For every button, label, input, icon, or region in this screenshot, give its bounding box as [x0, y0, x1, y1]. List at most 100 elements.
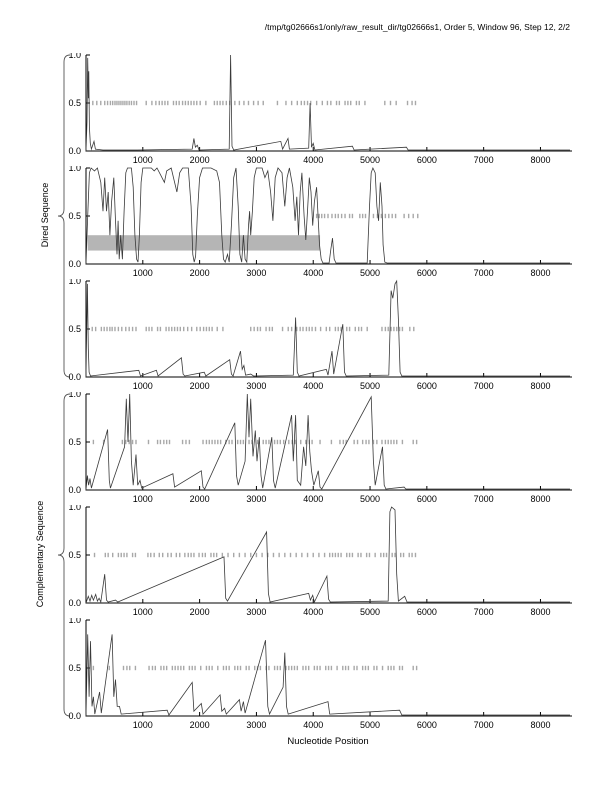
feature-mark [135, 326, 137, 332]
x-tick-label: 8000 [530, 720, 550, 730]
feature-mark [200, 665, 202, 671]
feature-mark [342, 439, 345, 445]
feature-mark [208, 665, 210, 671]
feature-mark [236, 665, 239, 671]
x-tick-label: 3000 [246, 494, 266, 504]
y-tick-label: 0.5 [68, 550, 81, 560]
feature-mark [276, 100, 279, 106]
feature-mark [337, 213, 339, 219]
feature-mark [199, 100, 201, 106]
x-tick-label: 5000 [360, 607, 380, 617]
y-tick-label: 0.0 [68, 372, 81, 382]
feature-mark [172, 100, 175, 106]
probability-trace [85, 54, 570, 152]
feature-mark [303, 100, 306, 106]
probability-trace [85, 634, 570, 717]
axes [85, 281, 572, 378]
feature-mark [236, 439, 239, 445]
feature-mark [111, 552, 114, 558]
feature-mark [156, 326, 159, 332]
feature-mark [165, 665, 168, 671]
feature-mark [408, 552, 410, 558]
x-tick-label: 8000 [530, 494, 550, 504]
feature-mark [126, 552, 128, 558]
feature-mark [296, 326, 298, 332]
feature-mark [387, 665, 389, 671]
feature-mark [255, 552, 258, 558]
feature-mark [407, 213, 410, 219]
feature-mark [161, 100, 163, 106]
feature-mark [338, 100, 341, 106]
feature-mark [296, 100, 299, 106]
feature-mark [232, 552, 235, 558]
feature-mark [417, 213, 419, 219]
feature-mark [387, 326, 389, 332]
feature-mark [309, 100, 312, 106]
feature-mark [154, 665, 157, 671]
y-tick-label: 1.0 [68, 618, 81, 625]
feature-mark [354, 326, 356, 332]
feature-mark [231, 439, 233, 445]
feature-mark [106, 100, 109, 106]
feature-mark [120, 552, 122, 558]
feature-mark [276, 439, 279, 445]
feature-mark [238, 552, 241, 558]
feature-mark [94, 326, 97, 332]
feature-mark [390, 439, 392, 445]
feature-mark [302, 326, 304, 332]
feature-mark [214, 439, 216, 445]
feature-mark [335, 100, 338, 106]
feature-mark [290, 326, 293, 332]
x-tick-label: 7000 [474, 607, 494, 617]
x-tick-label: 4000 [303, 381, 323, 391]
feature-mark [314, 326, 317, 332]
feature-mark [257, 100, 259, 106]
feature-mark [273, 439, 276, 445]
panel-direct-frame-3: 0.0 0.5 1.0 1000 2000 3000 4000 5000 6000 7000 800… [68, 279, 572, 391]
feature-mark [242, 439, 245, 445]
feature-mark [278, 552, 280, 558]
feature-mark [222, 665, 225, 671]
feature-mark [348, 213, 351, 219]
feature-mark [117, 326, 120, 332]
feature-mark [100, 326, 103, 332]
feature-mark [188, 439, 191, 445]
feature-mark [190, 552, 192, 558]
feature-mark [160, 665, 162, 671]
feature-mark [385, 552, 388, 558]
feature-mark [175, 100, 178, 106]
feature-mark [219, 100, 221, 106]
feature-mark [398, 326, 401, 332]
feature-mark [299, 326, 301, 332]
x-tick-label: 5000 [360, 381, 380, 391]
feature-mark [111, 326, 113, 332]
feature-mark [250, 552, 252, 558]
x-tick-label: 2000 [190, 494, 210, 504]
x-tick-label: 1000 [133, 720, 153, 730]
feature-mark [165, 439, 168, 445]
feature-mark [122, 100, 124, 106]
feature-mark [384, 100, 386, 106]
feature-mark [184, 552, 186, 558]
feature-mark [256, 439, 259, 445]
feature-mark [358, 100, 360, 106]
feature-mark [364, 665, 367, 671]
x-tick-label: 8000 [530, 155, 550, 165]
feature-mark [331, 552, 334, 558]
feature-mark [288, 439, 290, 445]
feature-mark [391, 552, 393, 558]
feature-mark [337, 552, 339, 558]
feature-mark [334, 213, 337, 219]
feature-mark [381, 665, 384, 671]
feature-mark [234, 100, 236, 106]
feature-mark [380, 552, 382, 558]
feature-mark [273, 665, 276, 671]
feature-mark [91, 326, 93, 332]
feature-mark [239, 439, 242, 445]
feature-mark [248, 439, 250, 445]
feature-mark [411, 552, 413, 558]
x-tick-label: 6000 [417, 720, 437, 730]
feature-mark [353, 439, 355, 445]
feature-mark [193, 100, 195, 106]
probability-trace [85, 393, 570, 491]
